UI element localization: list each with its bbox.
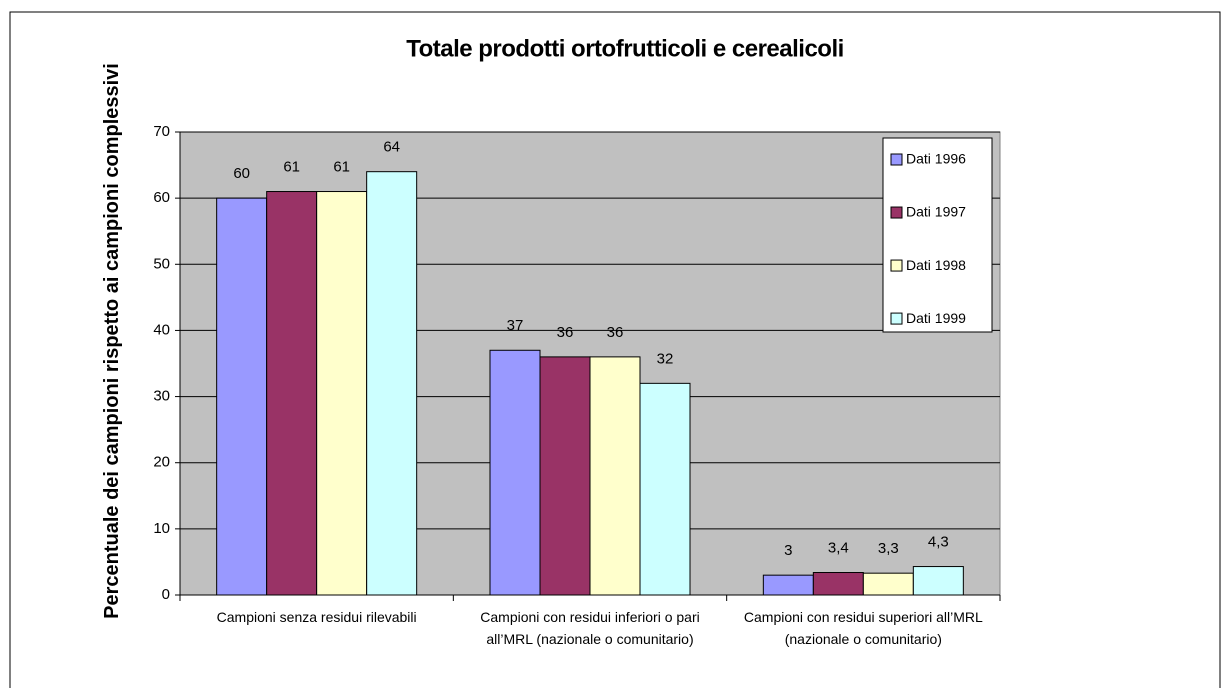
bar <box>762 574 814 596</box>
y-tick-label: 0 <box>162 586 170 603</box>
bar <box>862 572 914 596</box>
bar <box>639 382 691 596</box>
legend-swatch <box>890 259 903 272</box>
bar <box>266 191 318 596</box>
y-tick-label: 70 <box>153 123 170 140</box>
bar <box>539 356 591 596</box>
legend-label: Dati 1999 <box>906 310 966 326</box>
value-label: 4,3 <box>928 534 949 551</box>
x-tick-label: Campioni con residui superiori all’MRL (… <box>743 609 983 647</box>
y-tick-label: 50 <box>153 255 170 272</box>
value-label: 61 <box>283 158 300 175</box>
value-label: 36 <box>607 324 624 341</box>
y-tick-label: 20 <box>153 454 170 471</box>
bar <box>812 572 864 596</box>
bar <box>216 197 268 596</box>
value-label: 61 <box>333 158 350 175</box>
bar <box>589 356 641 596</box>
bar <box>366 171 418 596</box>
bar <box>316 191 368 596</box>
y-tick-label: 40 <box>153 321 170 338</box>
chart-title: Totale prodotti ortofrutticoli e cereali… <box>406 35 844 62</box>
x-tick-label: Campioni con residui inferiori o pari al… <box>480 609 700 647</box>
legend-label: Dati 1997 <box>906 204 966 220</box>
legend-label: Dati 1996 <box>906 151 966 167</box>
value-label: 3,4 <box>828 539 849 556</box>
value-label: 3,3 <box>878 540 899 557</box>
legend-swatch <box>890 206 903 219</box>
bar <box>912 566 964 596</box>
y-tick-label: 10 <box>153 520 170 537</box>
y-axis-title: Percentuale dei campioni rispetto ai cam… <box>101 63 123 619</box>
value-label: 37 <box>507 317 524 334</box>
y-tick-label: 60 <box>153 189 170 206</box>
value-label: 60 <box>233 165 250 182</box>
y-tick-label: 30 <box>153 388 170 405</box>
value-label: 64 <box>383 139 400 156</box>
value-label: 3 <box>784 542 792 559</box>
legend <box>882 137 993 333</box>
legend-label: Dati 1998 <box>906 257 966 273</box>
legend-swatch <box>890 153 903 166</box>
value-label: 32 <box>657 350 674 367</box>
value-label: 36 <box>557 324 574 341</box>
x-tick-label: Campioni senza residui rilevabili <box>216 609 417 625</box>
bar <box>489 349 541 596</box>
legend-swatch <box>890 312 903 325</box>
